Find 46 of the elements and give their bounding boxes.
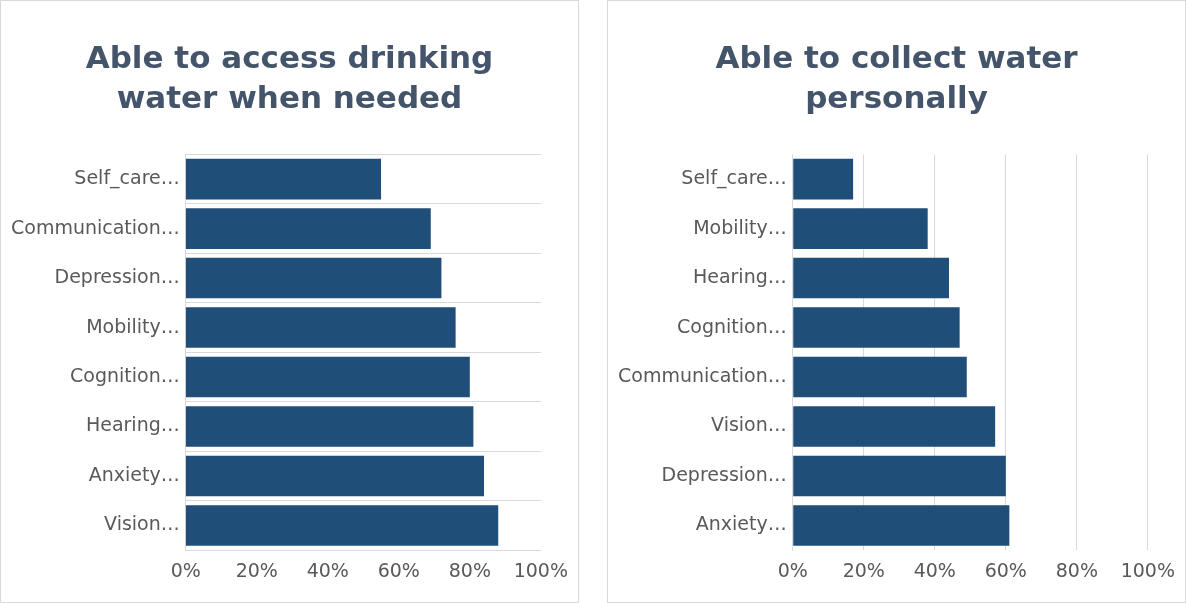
x-tick-label: 100% xyxy=(513,558,568,581)
chart-title: Able to access drinking water when needed xyxy=(84,38,495,117)
x-tick-label: 80% xyxy=(1055,558,1098,581)
bar xyxy=(185,257,442,299)
x-tick-label: 0% xyxy=(170,558,201,581)
x-tick-label: 60% xyxy=(984,558,1027,581)
bar xyxy=(793,406,996,447)
bar xyxy=(793,158,854,200)
y-tick-label: Cognition… xyxy=(677,314,787,337)
bar xyxy=(793,208,928,249)
bar xyxy=(793,356,967,398)
y-tick-label: Hearing… xyxy=(85,413,180,436)
x-tick-label: 20% xyxy=(842,558,885,581)
y-tick-label: Self_care… xyxy=(681,166,787,190)
chart-title: Able to collect water personally xyxy=(714,38,1079,117)
y-tick-label: Self_care… xyxy=(74,166,180,190)
bar xyxy=(185,307,456,348)
bar xyxy=(185,406,474,447)
y-tick-label: Vision… xyxy=(104,512,180,535)
bar xyxy=(185,505,499,546)
bar xyxy=(793,455,1006,497)
y-tick-label: Depression… xyxy=(54,265,180,288)
x-tick-label: 60% xyxy=(377,558,420,581)
bar xyxy=(185,208,431,249)
y-tick-label: Depression… xyxy=(661,462,787,485)
x-tick-label: 0% xyxy=(777,558,808,581)
y-tick-label: Communication… xyxy=(617,363,787,386)
x-tick-label: 80% xyxy=(448,558,491,581)
y-tick-label: Mobility… xyxy=(86,314,180,337)
bar xyxy=(185,158,382,200)
bar xyxy=(793,505,1010,546)
x-tick-label: 40% xyxy=(306,558,349,581)
y-tick-label: Vision… xyxy=(711,413,787,436)
y-tick-label: Anxiety… xyxy=(695,512,787,535)
bar xyxy=(185,455,485,497)
bar xyxy=(793,257,949,299)
y-tick-label: Communication… xyxy=(10,215,180,238)
x-tick-label: 20% xyxy=(235,558,278,581)
bar xyxy=(793,307,960,348)
x-tick-label: 40% xyxy=(913,558,956,581)
y-tick-label: Mobility… xyxy=(693,215,787,238)
x-tick-label: 100% xyxy=(1120,558,1175,581)
bar xyxy=(185,356,470,398)
y-tick-label: Cognition… xyxy=(70,363,180,386)
y-tick-label: Anxiety… xyxy=(88,462,180,485)
y-tick-label: Hearing… xyxy=(692,265,787,288)
